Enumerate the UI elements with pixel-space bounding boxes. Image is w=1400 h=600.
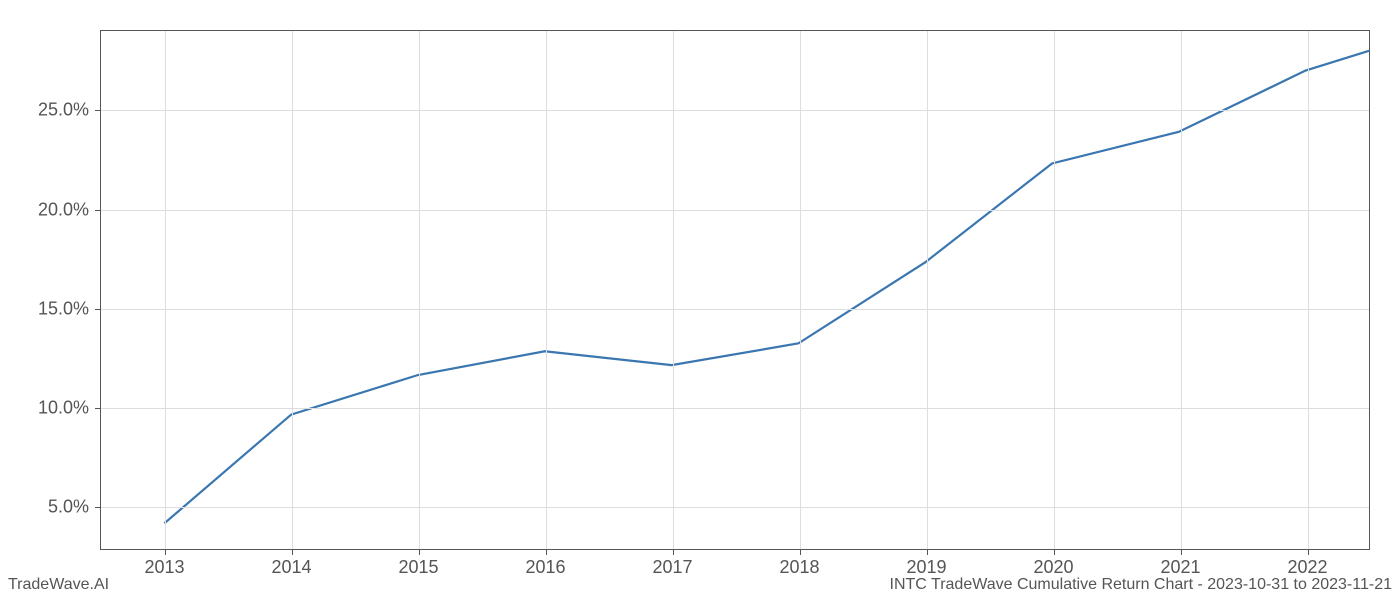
y-tick-mark xyxy=(95,507,101,508)
x-tick-label: 2015 xyxy=(398,557,438,578)
x-tick-mark xyxy=(673,549,674,555)
y-tick-label: 25.0% xyxy=(38,100,89,121)
x-tick-label: 2020 xyxy=(1033,557,1073,578)
x-tick-label: 2016 xyxy=(525,557,565,578)
x-tick-mark xyxy=(546,549,547,555)
grid-line-vertical xyxy=(419,31,420,549)
x-tick-mark xyxy=(1308,549,1309,555)
grid-line-horizontal xyxy=(101,210,1369,211)
x-tick-mark xyxy=(419,549,420,555)
footer-caption-text: INTC TradeWave Cumulative Return Chart -… xyxy=(890,576,1392,594)
x-tick-label: 2013 xyxy=(144,557,184,578)
grid-line-vertical xyxy=(1308,31,1309,549)
x-tick-label: 2017 xyxy=(652,557,692,578)
grid-line-horizontal xyxy=(101,110,1369,111)
grid-line-vertical xyxy=(673,31,674,549)
y-tick-mark xyxy=(95,309,101,310)
grid-line-horizontal xyxy=(101,408,1369,409)
grid-line-horizontal xyxy=(101,309,1369,310)
x-tick-label: 2018 xyxy=(779,557,819,578)
grid-line-horizontal xyxy=(101,507,1369,508)
y-tick-label: 15.0% xyxy=(38,298,89,319)
grid-line-vertical xyxy=(546,31,547,549)
x-tick-mark xyxy=(1054,549,1055,555)
x-tick-mark xyxy=(800,549,801,555)
grid-line-vertical xyxy=(165,31,166,549)
y-tick-mark xyxy=(95,210,101,211)
x-tick-label: 2019 xyxy=(906,557,946,578)
x-tick-mark xyxy=(1181,549,1182,555)
grid-line-vertical xyxy=(1181,31,1182,549)
grid-line-vertical xyxy=(927,31,928,549)
y-tick-mark xyxy=(95,110,101,111)
grid-line-vertical xyxy=(1054,31,1055,549)
x-tick-mark xyxy=(292,549,293,555)
y-tick-label: 20.0% xyxy=(38,199,89,220)
x-tick-label: 2014 xyxy=(271,557,311,578)
x-tick-mark xyxy=(927,549,928,555)
y-tick-mark xyxy=(95,408,101,409)
plot-area: 2013201420152016201720182019202020212022… xyxy=(100,30,1370,550)
grid-line-vertical xyxy=(292,31,293,549)
x-tick-label: 2022 xyxy=(1287,557,1327,578)
grid-line-vertical xyxy=(800,31,801,549)
x-tick-label: 2021 xyxy=(1160,557,1200,578)
y-tick-label: 5.0% xyxy=(48,497,89,518)
chart-container: 2013201420152016201720182019202020212022… xyxy=(100,30,1370,550)
x-tick-mark xyxy=(165,549,166,555)
y-tick-label: 10.0% xyxy=(38,398,89,419)
footer-brand-text: TradeWave.AI xyxy=(8,576,109,594)
